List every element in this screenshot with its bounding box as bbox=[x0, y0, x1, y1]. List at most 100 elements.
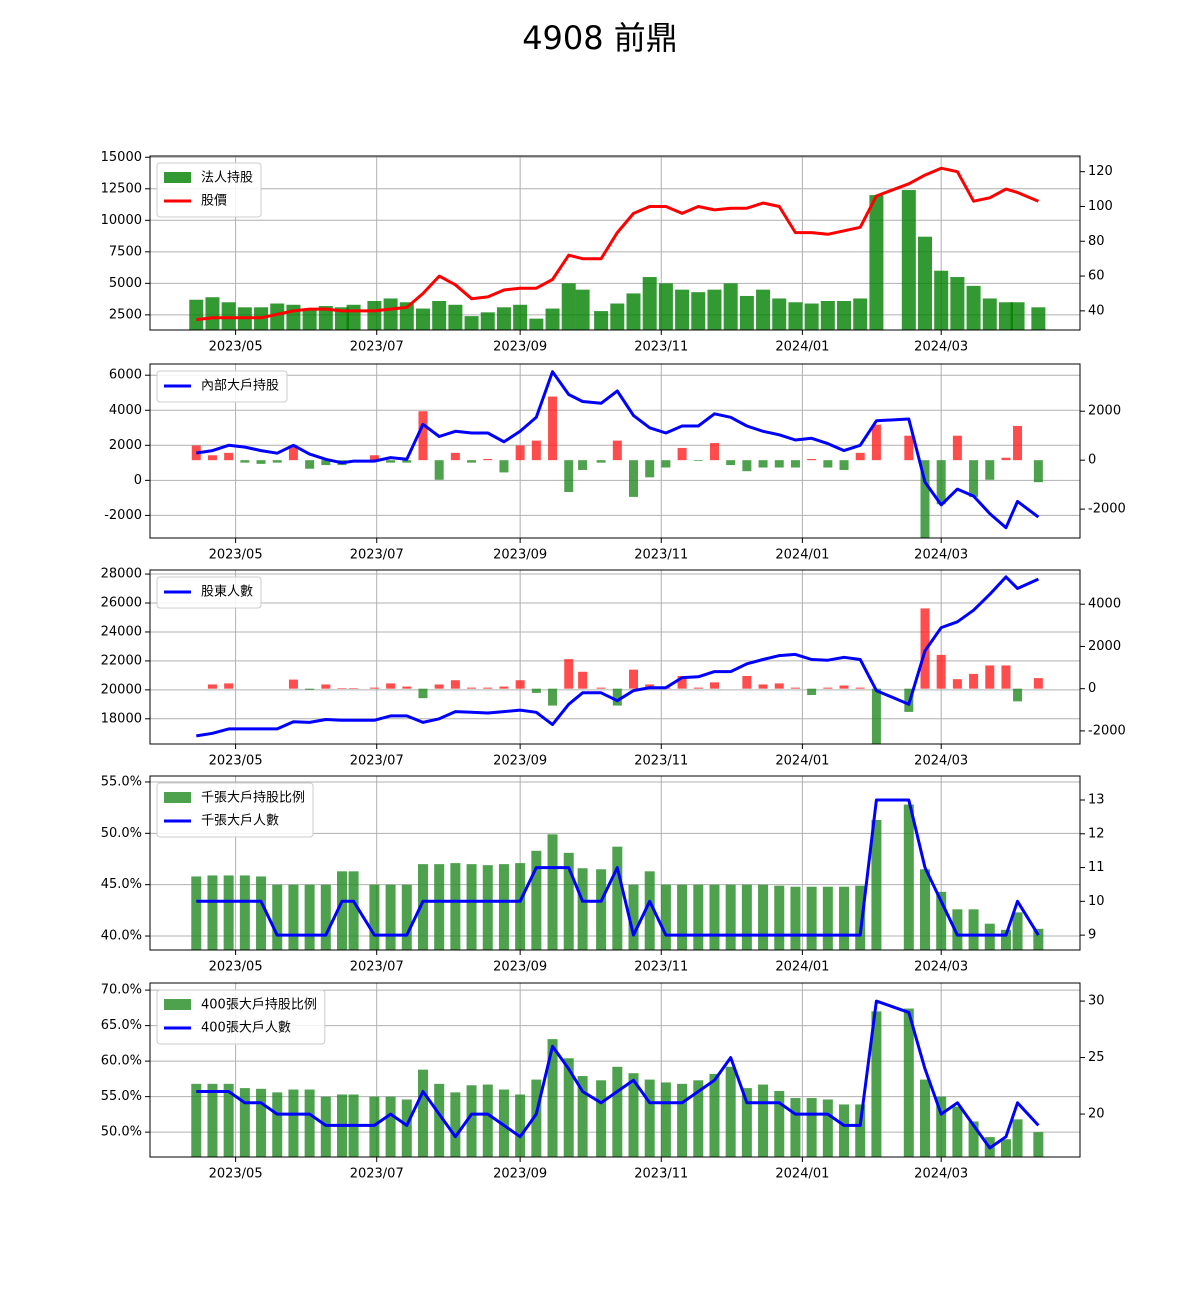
bar bbox=[807, 688, 817, 696]
bar bbox=[304, 884, 315, 950]
x-tick-label: 2023/09 bbox=[493, 548, 547, 563]
bar bbox=[467, 460, 477, 463]
bar bbox=[531, 850, 542, 950]
bar bbox=[918, 236, 932, 330]
bar bbox=[466, 864, 477, 950]
bar bbox=[564, 460, 574, 492]
bar bbox=[417, 1069, 428, 1157]
bar bbox=[594, 311, 609, 330]
bar bbox=[321, 684, 331, 689]
bar bbox=[660, 884, 671, 950]
bar bbox=[661, 460, 671, 468]
bar bbox=[304, 1089, 315, 1157]
bar bbox=[774, 683, 784, 689]
bar bbox=[369, 455, 379, 461]
bar bbox=[434, 864, 445, 950]
bar bbox=[256, 1088, 267, 1157]
bar bbox=[1012, 1119, 1023, 1157]
bar bbox=[774, 460, 784, 468]
bar bbox=[774, 1090, 785, 1157]
bar bbox=[855, 687, 865, 689]
x-tick-label: 2024/01 bbox=[775, 548, 829, 563]
bar bbox=[969, 460, 979, 497]
bar bbox=[367, 301, 382, 330]
bar bbox=[320, 884, 331, 950]
bar bbox=[483, 458, 493, 461]
bar bbox=[498, 1089, 509, 1157]
y2-tick-label: 40 bbox=[1088, 303, 1105, 318]
x-tick-label: 2023/09 bbox=[493, 960, 547, 975]
y2-tick-label: 11 bbox=[1088, 860, 1105, 875]
bar bbox=[903, 1008, 914, 1157]
bar bbox=[968, 909, 979, 950]
bar bbox=[985, 460, 995, 480]
bar bbox=[548, 688, 558, 706]
bar bbox=[302, 308, 317, 330]
x-tick-label: 2023/05 bbox=[209, 960, 263, 975]
panel: 2023/05 2023/07 2023/09 2023/11 2024/01 2024/… bbox=[101, 150, 1113, 355]
bar bbox=[577, 1076, 588, 1157]
bar bbox=[1033, 928, 1044, 950]
y-tick-label: 4000 bbox=[109, 403, 142, 418]
bar bbox=[723, 283, 738, 330]
x-tick-label: 2023/07 bbox=[350, 960, 404, 975]
y2-tick-label: 13 bbox=[1088, 792, 1105, 807]
bar bbox=[966, 285, 981, 330]
bar bbox=[1033, 678, 1043, 689]
bar bbox=[205, 297, 220, 330]
plot-frame bbox=[149, 982, 1081, 1158]
y2-tick-label: 20 bbox=[1088, 1107, 1105, 1122]
bar bbox=[207, 455, 217, 461]
bar bbox=[467, 687, 477, 689]
bar bbox=[920, 460, 930, 539]
bar bbox=[499, 686, 509, 689]
bar bbox=[596, 869, 607, 950]
bar bbox=[790, 687, 800, 689]
bar bbox=[969, 673, 979, 689]
y-tick-label: 10000 bbox=[101, 213, 142, 228]
x-tick-label: 2023/09 bbox=[493, 340, 547, 355]
y-tick-label: 55.0% bbox=[101, 1089, 142, 1104]
bar bbox=[660, 1082, 671, 1157]
bar bbox=[742, 676, 752, 689]
bar bbox=[515, 1094, 526, 1157]
x-tick-label: 2023/07 bbox=[350, 340, 404, 355]
bar bbox=[191, 876, 202, 950]
bar bbox=[758, 684, 768, 689]
x-tick-label: 2024/03 bbox=[914, 754, 968, 769]
y2-tick-label: 12 bbox=[1088, 826, 1105, 841]
y-tick-label: 15000 bbox=[101, 150, 142, 165]
bar bbox=[545, 308, 560, 330]
y-tick-label: 12500 bbox=[101, 181, 142, 196]
bar bbox=[790, 1098, 801, 1157]
bar bbox=[563, 1058, 574, 1157]
bar bbox=[1013, 425, 1023, 461]
y-tick-label: 45.0% bbox=[101, 877, 142, 892]
bar bbox=[998, 302, 1013, 330]
x-tick-label: 2023/07 bbox=[350, 754, 404, 769]
bar bbox=[936, 654, 946, 689]
bar bbox=[806, 886, 817, 950]
y-tick-label: 0 bbox=[134, 473, 142, 488]
y2-tick-label: 120 bbox=[1088, 164, 1113, 179]
bar bbox=[855, 1104, 866, 1157]
y-tick-label: 7500 bbox=[109, 244, 142, 259]
x-tick-label: 2023/09 bbox=[493, 754, 547, 769]
bar bbox=[561, 283, 576, 330]
bar bbox=[337, 871, 348, 950]
bar bbox=[758, 884, 769, 950]
bar bbox=[726, 460, 736, 466]
bar bbox=[418, 688, 428, 699]
bar bbox=[1033, 1132, 1044, 1157]
bar bbox=[286, 304, 301, 330]
bar bbox=[346, 304, 361, 330]
bar bbox=[385, 1096, 396, 1157]
bar bbox=[707, 289, 722, 330]
bar bbox=[901, 190, 916, 330]
bar bbox=[709, 1073, 720, 1157]
bar bbox=[466, 1085, 477, 1157]
legend-label: 千張大戶人數 bbox=[201, 814, 279, 829]
bar bbox=[709, 443, 719, 461]
bar bbox=[337, 688, 347, 689]
